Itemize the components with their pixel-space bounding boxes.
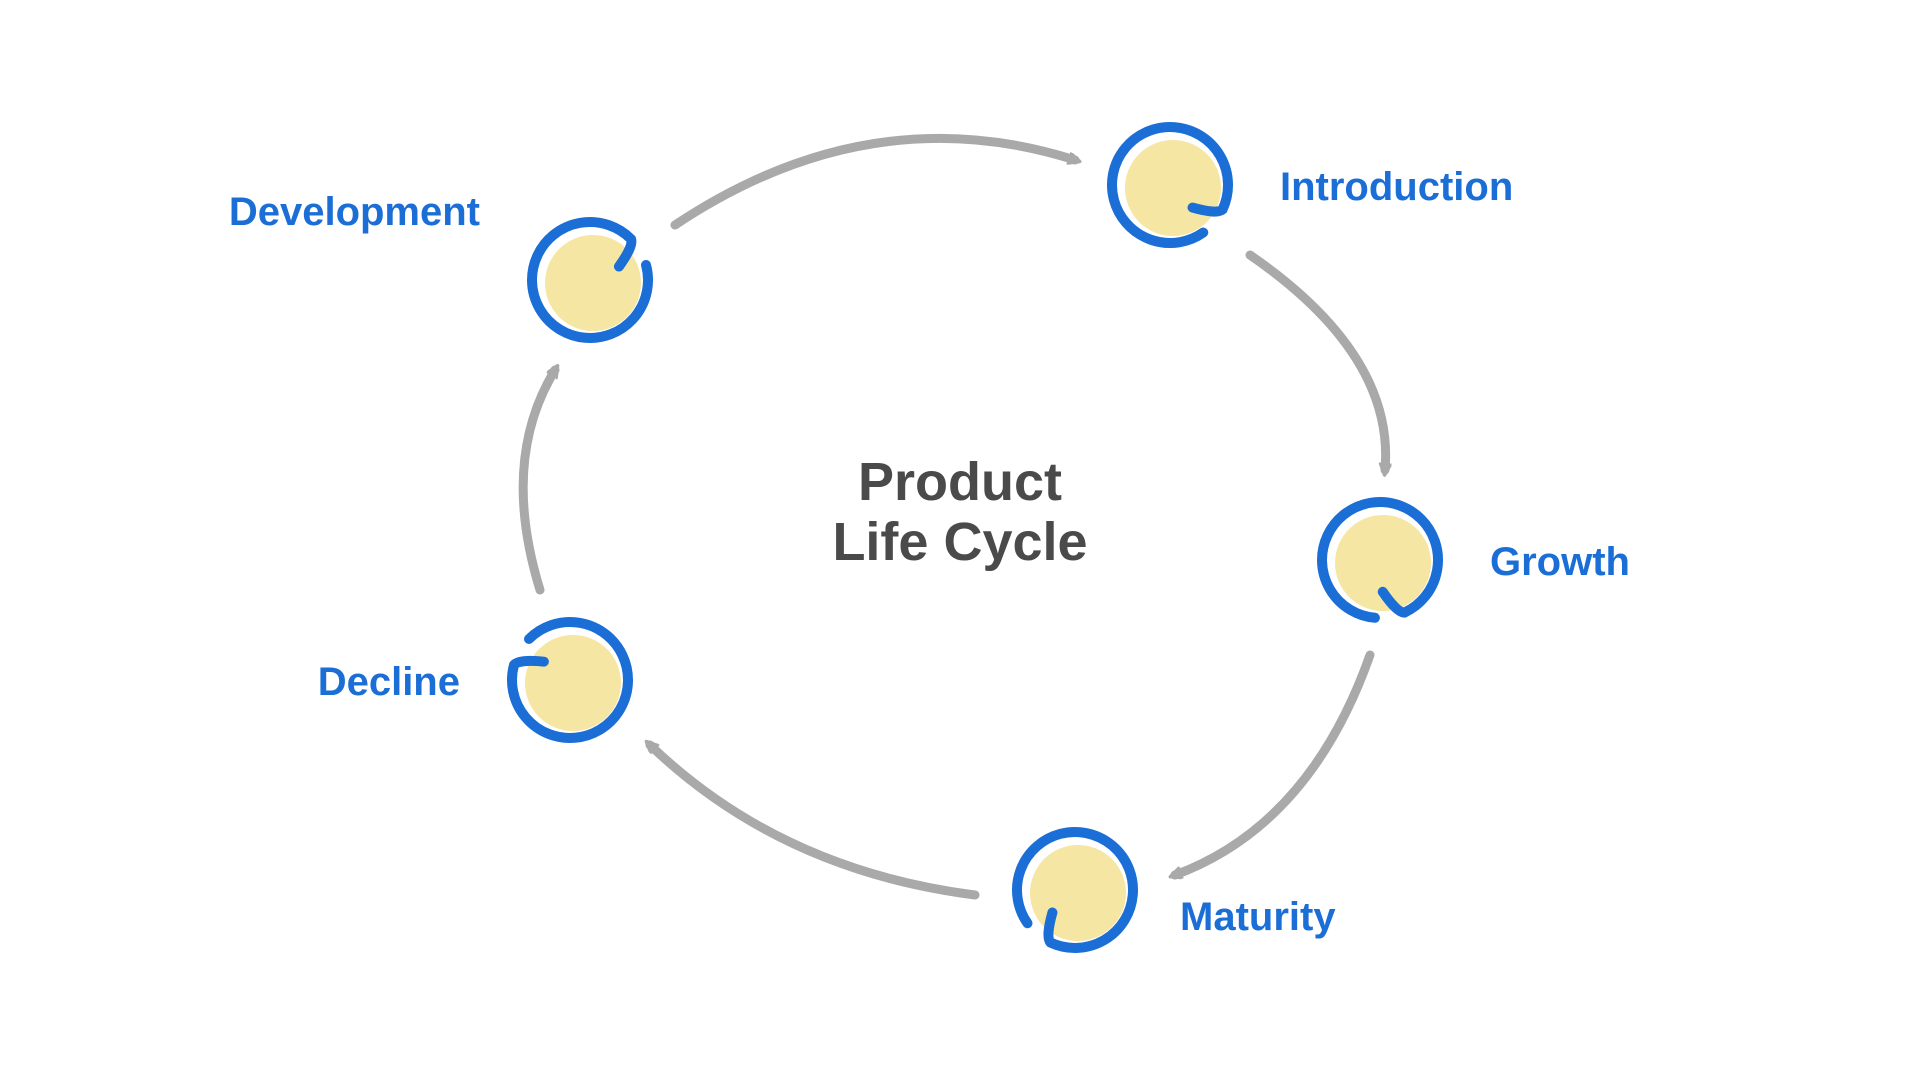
arrow-decline-to-development <box>523 370 555 590</box>
diagram-title-line2: Life Cycle <box>832 512 1087 572</box>
arrow-growth-to-maturity <box>1175 655 1370 875</box>
product-life-cycle-diagram: Development Introduction Growth Maturity Dec… <box>0 0 1920 1080</box>
diagram-title-line1: Product <box>858 452 1062 512</box>
stage-node-development <box>508 198 671 361</box>
stage-node-growth <box>1306 486 1455 634</box>
arrow-development-to-introduction <box>675 138 1075 225</box>
stage-label-introduction: Introduction <box>1280 165 1513 209</box>
stage-node-decline <box>496 606 644 755</box>
arrow-maturity-to-decline <box>650 745 975 895</box>
arrow-introduction-to-growth <box>1250 255 1386 470</box>
stage-label-decline: Decline <box>318 660 460 704</box>
stage-label-development: Development <box>229 190 480 234</box>
stage-node-maturity <box>996 811 1154 969</box>
stage-label-growth: Growth <box>1490 540 1630 584</box>
stage-node-introduction <box>1091 106 1249 264</box>
stage-label-maturity: Maturity <box>1180 895 1336 939</box>
